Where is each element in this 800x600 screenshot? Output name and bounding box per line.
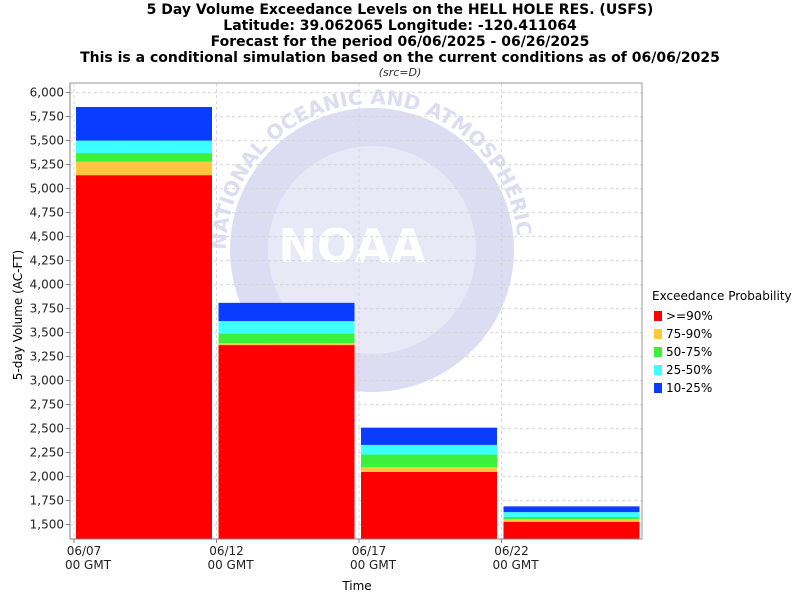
legend-swatch — [654, 365, 662, 375]
legend-label: 75-90% — [666, 327, 713, 341]
bar-segment — [503, 519, 640, 522]
y-tick-label: 3,750 — [30, 302, 64, 316]
x-tick-label: 06/12 — [209, 544, 244, 558]
bar-segment — [76, 140, 212, 154]
y-tick-label: 6,000 — [30, 86, 64, 100]
y-tick-label: 2,250 — [30, 446, 64, 460]
y-tick-label: 2,000 — [30, 470, 64, 484]
bar-segment — [361, 444, 497, 455]
y-tick-label: 1,750 — [30, 494, 64, 508]
bar-segment — [76, 175, 212, 539]
bar-segment — [76, 161, 212, 176]
bar-segment — [218, 333, 355, 344]
x-tick-sublabel: 00 GMT — [350, 558, 397, 572]
watermark-inner — [268, 146, 476, 354]
legend-item: 75-90% — [652, 325, 792, 343]
x-axis-label: Time — [341, 579, 371, 593]
y-tick-label: 5,000 — [30, 182, 64, 196]
legend: Exceedance Probability >=90% 75-90% 50-75%… — [652, 289, 792, 397]
y-tick-label: 5,250 — [30, 158, 64, 172]
bar-segment — [218, 343, 355, 346]
y-tick-label: 4,000 — [30, 278, 64, 292]
watermark-agency-text: NOAA — [278, 219, 426, 273]
x-tick-sublabel: 00 GMT — [492, 558, 539, 572]
bar-segment — [503, 521, 640, 539]
legend-item: 50-75% — [652, 343, 792, 361]
legend-label: 10-25% — [666, 381, 713, 395]
legend-swatch — [654, 311, 662, 321]
x-tick-sublabel: 00 GMT — [65, 558, 112, 572]
y-tick-label: 3,000 — [30, 374, 64, 388]
bar-segment — [503, 506, 640, 513]
legend-items: >=90% 75-90% 50-75% 25-50% 10-25% — [652, 307, 792, 397]
x-tick-label: 06/17 — [352, 544, 387, 558]
x-tick-label: 06/22 — [494, 544, 529, 558]
y-tick-label: 3,250 — [30, 350, 64, 364]
y-tick-label: 2,500 — [30, 422, 64, 436]
bar-segment — [218, 321, 355, 334]
location-coordinates: Latitude: 39.062065 Longitude: -120.4110… — [223, 18, 577, 34]
bar-segment — [76, 107, 212, 141]
forecast-period: Forecast for the period 06/06/2025 - 06/… — [210, 34, 590, 50]
bar-segment — [503, 516, 640, 520]
chart-titles: 5 Day Volume Exceedance Levels on the HE… — [0, 2, 800, 80]
y-tick-label: 4,500 — [30, 230, 64, 244]
y-tick-label: 4,250 — [30, 254, 64, 268]
bar-segment — [361, 427, 497, 445]
bar-segment — [218, 345, 355, 539]
y-tick-label: 5,750 — [30, 110, 64, 124]
legend-title: Exceedance Probability — [652, 289, 792, 303]
chart-title: 5 Day Volume Exceedance Levels on the HE… — [146, 2, 654, 18]
simulation-note: This is a conditional simulation based o… — [80, 50, 720, 66]
x-tick-sublabel: 00 GMT — [207, 558, 254, 572]
legend-swatch — [654, 347, 662, 357]
chart-grid — [70, 83, 642, 539]
chart-axes — [69, 82, 643, 540]
x-tick-label: 06/07 — [67, 544, 102, 558]
y-axis-ticks: 1,500 1,750 2,000 2,250 2,500 2,750 3,000 3,250… — [30, 86, 70, 532]
bar-segment — [361, 454, 497, 467]
legend-swatch — [654, 329, 662, 339]
legend-item: 10-25% — [652, 379, 792, 397]
y-tick-label: 1,500 — [30, 518, 64, 532]
bar-segment — [361, 467, 497, 472]
y-tick-label: 2,750 — [30, 398, 64, 412]
y-axis-label: 5-day Volume (AC-FT) — [11, 250, 25, 380]
bar-segment — [76, 153, 212, 162]
legend-label: 25-50% — [666, 363, 713, 377]
bar-segment — [361, 471, 497, 539]
legend-swatch — [654, 383, 662, 393]
y-tick-label: 4,750 — [30, 206, 64, 220]
legend-label: >=90% — [666, 309, 713, 323]
y-tick-label: 5,500 — [30, 134, 64, 148]
legend-item: 25-50% — [652, 361, 792, 379]
bar-segment — [503, 512, 640, 517]
bar-segment — [218, 302, 355, 322]
legend-item: >=90% — [652, 307, 792, 325]
y-tick-label: 3,500 — [30, 326, 64, 340]
source-label: (src=D) — [378, 66, 422, 79]
legend-label: 50-75% — [666, 345, 713, 359]
chart-bars — [76, 107, 640, 539]
